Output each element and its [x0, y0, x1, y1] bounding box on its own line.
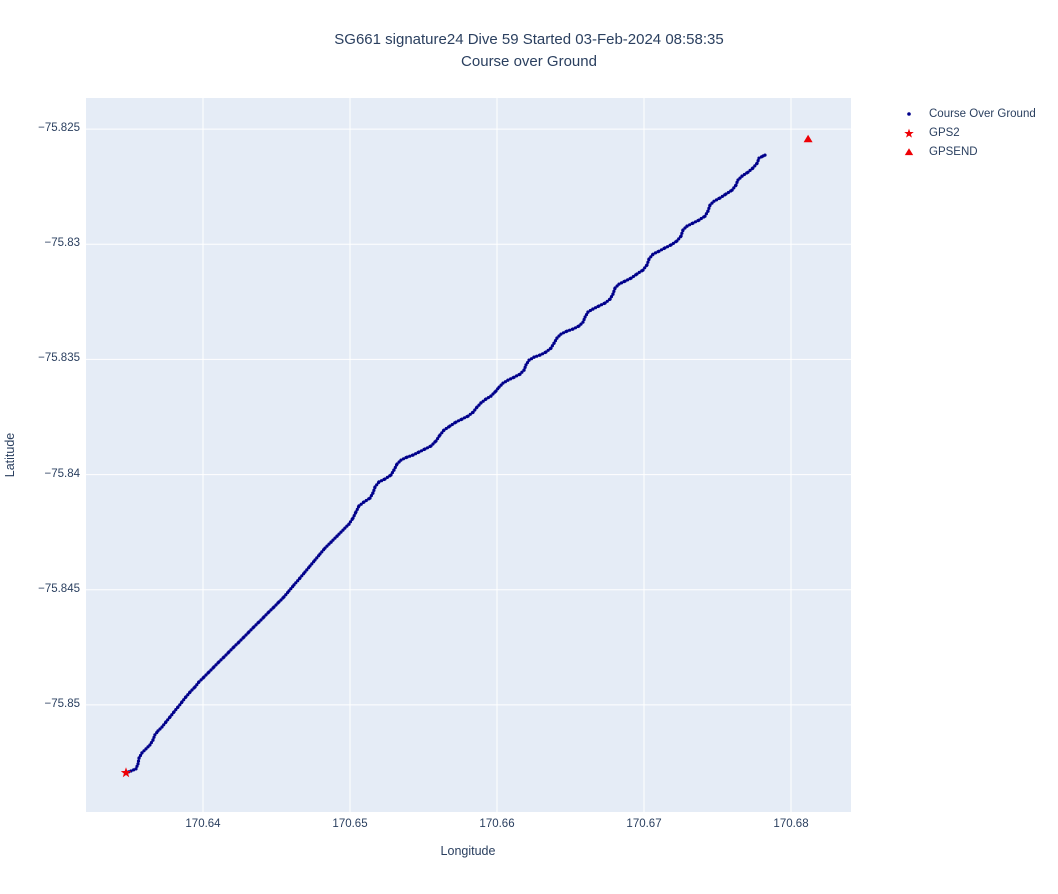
course-over-ground-dot-icon: [907, 111, 911, 116]
x-tick-label: 170.65: [332, 818, 368, 830]
plot-area[interactable]: [86, 98, 851, 812]
gpsend-triangle-icon: [904, 147, 914, 155]
x-tick-label: 170.68: [773, 818, 809, 830]
y-tick-label: −75.84: [44, 467, 81, 480]
y-tick-label: −75.85: [44, 697, 81, 710]
course-over-ground-trace: [124, 153, 767, 775]
x-tick-label: 170.66: [479, 818, 515, 830]
gps2-marker: [120, 767, 132, 778]
legend-item-course-over-ground[interactable]: Course Over Ground: [897, 104, 1036, 123]
chart-title-block: SG661 signature24 Dive 59 Started 03-Feb…: [0, 29, 1058, 73]
legend-label: GPSEND: [929, 145, 978, 158]
y-axis-title: Latitude: [3, 432, 17, 478]
y-tick-label: −75.83: [44, 237, 81, 250]
x-tick-label: 170.64: [185, 818, 221, 830]
x-axis-title: Longitude: [440, 844, 496, 858]
plot-canvas[interactable]: [86, 98, 851, 812]
legend-item-gps2[interactable]: GPS2: [897, 123, 1036, 142]
legend-label: GPS2: [929, 126, 960, 139]
chart-title: SG661 signature24 Dive 59 Started 03-Feb…: [334, 31, 724, 48]
gpsend-marker: [803, 134, 813, 143]
y-tick-label: −75.835: [38, 352, 80, 365]
legend: Course Over Ground GPS2 GPSEND: [897, 104, 1036, 161]
chart-subtitle: Course over Ground: [461, 53, 597, 70]
y-tick-label: −75.845: [38, 582, 80, 595]
legend-label: Course Over Ground: [929, 107, 1036, 120]
y-tick-label: −75.825: [38, 122, 80, 135]
gps2-star-icon: [904, 128, 914, 138]
x-tick-label: 170.67: [626, 818, 662, 830]
legend-item-gpsend[interactable]: GPSEND: [897, 142, 1036, 161]
